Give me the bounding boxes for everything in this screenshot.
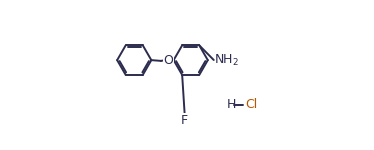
Text: NH$_2$: NH$_2$ [215, 53, 239, 68]
Text: H: H [227, 98, 236, 111]
Text: O: O [163, 54, 174, 67]
Text: Cl: Cl [246, 98, 258, 111]
Text: F: F [181, 114, 188, 127]
